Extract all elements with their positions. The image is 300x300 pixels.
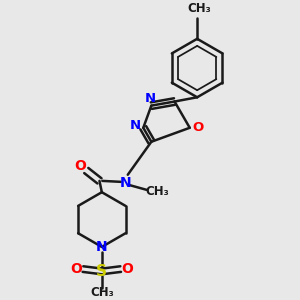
Text: CH₃: CH₃ — [188, 2, 212, 15]
Text: O: O — [75, 159, 86, 173]
Text: N: N — [96, 240, 108, 254]
Text: O: O — [192, 121, 203, 134]
Text: N: N — [130, 119, 141, 132]
Text: N: N — [145, 92, 156, 105]
Text: N: N — [120, 176, 131, 190]
Text: CH₃: CH₃ — [90, 286, 114, 299]
Text: CH₃: CH₃ — [145, 185, 169, 198]
Text: O: O — [70, 262, 82, 276]
Text: S: S — [96, 264, 107, 279]
Text: O: O — [122, 262, 133, 276]
